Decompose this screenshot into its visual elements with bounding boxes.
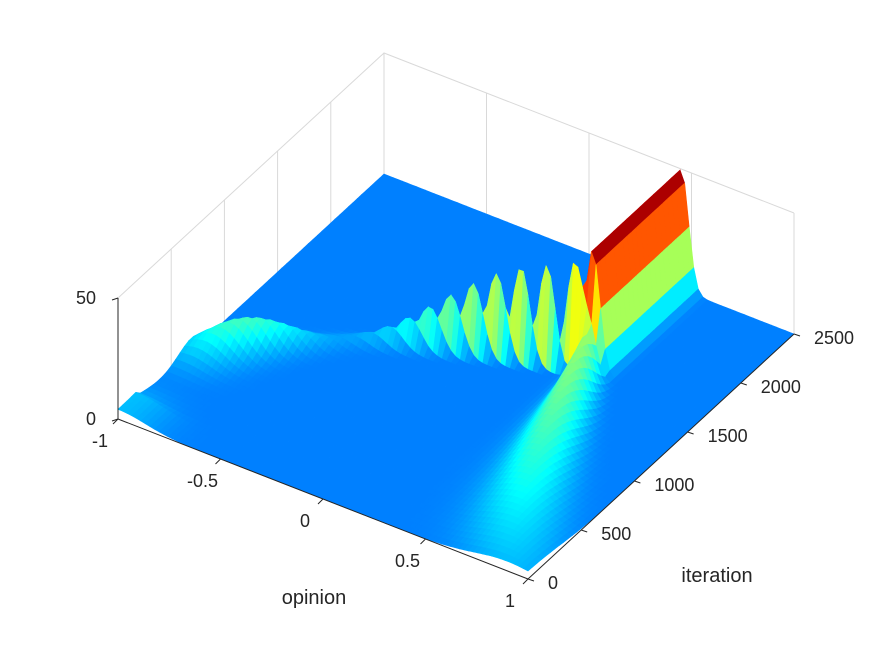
grid-lines (117, 52, 795, 370)
density-surface (117, 169, 795, 572)
